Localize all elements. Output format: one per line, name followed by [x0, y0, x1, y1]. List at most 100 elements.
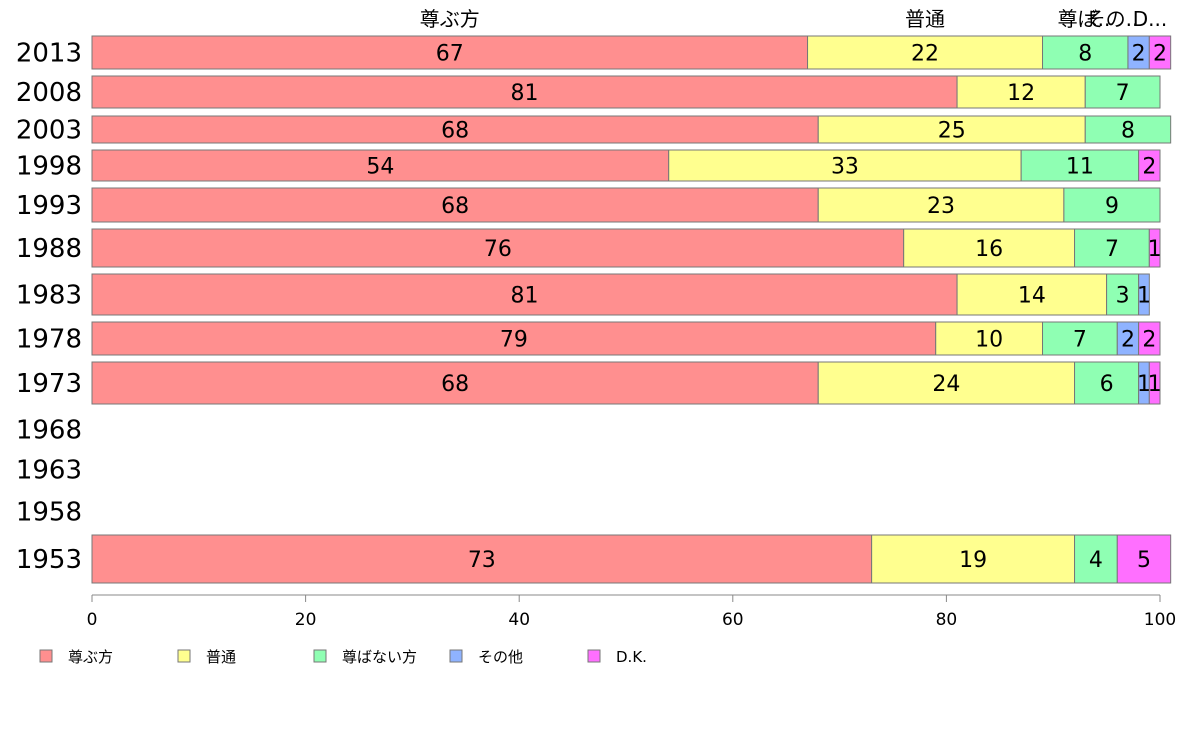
data-label-2013-1: 22 [911, 42, 939, 67]
bar-segment-1993-1 [817, 187, 1065, 223]
bar-segment-1998-0 [91, 149, 670, 182]
top-series-labels: 尊ぶ方 普通 尊ば..その..D... [420, 7, 1167, 31]
top-series-label-2: 尊ば.. [1058, 7, 1111, 31]
year-label-2013: 2013 [16, 39, 82, 69]
bar-segment-1988-1 [903, 228, 1076, 268]
data-label-2008-0: 81 [511, 81, 539, 106]
year-label-1998: 1998 [16, 152, 82, 182]
data-label-2008-2: 7 [1116, 81, 1130, 106]
data-label-1993-0: 68 [441, 194, 469, 219]
data-label-2013-2: 8 [1078, 42, 1092, 67]
legend-swatch-2 [313, 649, 327, 663]
bar-segment-1973-1 [817, 361, 1076, 405]
bar-segment-1993-0 [91, 187, 819, 223]
bar-segment-1993-2 [1063, 187, 1161, 223]
legend-label-4: D.K. [616, 648, 647, 666]
year-label-1983: 1983 [16, 281, 82, 311]
bar-segment-1953-2 [1074, 534, 1118, 584]
year-label-1953: 1953 [16, 545, 82, 575]
year-label-2003: 2003 [16, 116, 82, 146]
legend-label-0: 尊ぶ方 [68, 648, 113, 666]
x-tick-label-40: 40 [508, 610, 530, 630]
data-label-1973-3: 1 [1137, 372, 1151, 397]
data-label-2013-3: 2 [1132, 42, 1146, 67]
legend-swatch-3 [449, 649, 463, 663]
data-label-1988-1: 16 [975, 237, 1003, 262]
year-label-1958: 1958 [16, 498, 82, 528]
bar-segment-1953-1 [871, 534, 1076, 584]
year-label-1973: 1973 [16, 369, 82, 399]
top-series-label-4: D... [1133, 7, 1167, 31]
data-label-2003-2: 8 [1121, 119, 1135, 144]
bar-segment-2008-1 [956, 75, 1086, 109]
x-axis: 0 20 40 60 80 100 [87, 594, 1176, 630]
bar-segment-1978-2 [1042, 321, 1118, 356]
data-label-1983-0: 81 [511, 284, 539, 309]
data-label-1983-3: 1 [1137, 284, 1151, 309]
year-label-1993: 1993 [16, 191, 82, 221]
legend-label-3: その他 [478, 648, 523, 666]
data-label-1998-1: 33 [831, 155, 859, 180]
bar-segment-2013-0 [91, 35, 809, 70]
bar-segment-2003-0 [91, 115, 819, 144]
data-label-2013-0: 67 [436, 42, 464, 67]
year-label-1988: 1988 [16, 234, 82, 264]
data-label-1953-1: 19 [959, 548, 987, 573]
year-label-1968: 1968 [16, 416, 82, 446]
legend-swatch-0 [39, 649, 53, 663]
bar-segment-2008-0 [91, 75, 958, 109]
data-label-1953-0: 73 [468, 548, 496, 573]
data-label-1973-2: 6 [1100, 372, 1114, 397]
legend-label-1: 普通 [206, 648, 236, 666]
data-label-1978-3: 2 [1121, 328, 1135, 353]
data-label-1988-2: 7 [1105, 237, 1119, 262]
bar-segment-1973-2 [1074, 361, 1140, 405]
bar-segment-1998-4 [1138, 149, 1161, 182]
data-label-1978-4: 2 [1142, 328, 1156, 353]
data-label-1978-1: 10 [975, 328, 1003, 353]
data-label-1973-0: 68 [441, 372, 469, 397]
bar-segment-2003-1 [817, 115, 1086, 144]
legend: 尊ぶ方 普通 尊ばない方 その他 D.K. [39, 648, 647, 666]
legend-swatch-1 [177, 649, 191, 663]
data-label-1978-0: 79 [500, 328, 528, 353]
bar-segment-1953-4 [1116, 534, 1172, 584]
bar-segment-1988-4 [1148, 228, 1161, 268]
data-label-2003-0: 68 [441, 119, 469, 144]
top-series-label-1: 普通 [905, 7, 945, 31]
data-label-1998-0: 54 [366, 155, 394, 180]
bar-segment-1983-0 [91, 273, 958, 316]
year-labels: 2013 2008 2003 1998 1993 1988 1983 1978 1973 1968… [16, 39, 82, 576]
year-label-1978: 1978 [16, 325, 82, 355]
data-label-1973-4: 1 [1148, 372, 1162, 397]
year-label-2008: 2008 [16, 78, 82, 108]
top-series-label-0: 尊ぶ方 [420, 7, 480, 31]
x-tick-label-100: 100 [1144, 610, 1176, 630]
bar-segment-1998-1 [668, 149, 1022, 182]
x-tick-label-20: 20 [295, 610, 317, 630]
top-series-label-3: その.. [1086, 7, 1139, 31]
data-label-1983-1: 14 [1018, 284, 1046, 309]
bar-segment-2013-2 [1042, 35, 1129, 70]
bar-segment-1978-0 [91, 321, 937, 356]
bar-segment-1973-0 [91, 361, 819, 405]
data-label-1953-2: 4 [1089, 548, 1103, 573]
bar-segment-1983-2 [1106, 273, 1140, 316]
legend-label-2: 尊ばない方 [342, 648, 417, 666]
bar-segment-1978-1 [935, 321, 1044, 356]
bar-segment-1983-3 [1138, 273, 1150, 316]
data-label-1973-1: 24 [932, 372, 960, 397]
bar-segment-2013-1 [807, 35, 1044, 70]
data-label-1988-4: 1 [1148, 237, 1162, 262]
data-label-1993-1: 23 [927, 194, 955, 219]
bar-segment-1983-1 [956, 273, 1108, 316]
legend-swatch-4 [587, 649, 601, 663]
bar-segment-2008-2 [1084, 75, 1161, 109]
bar-segment-2003-2 [1084, 115, 1172, 144]
bar-segment-1988-0 [91, 228, 905, 268]
bars: 67 22 8 2 281 12 768 25 854 33 11 268 23 976 16 7 181 14 3… [91, 35, 1172, 584]
bar-segment-1978-4 [1138, 321, 1161, 356]
data-label-2013-4: 2 [1153, 42, 1167, 67]
data-label-2003-1: 25 [938, 119, 966, 144]
